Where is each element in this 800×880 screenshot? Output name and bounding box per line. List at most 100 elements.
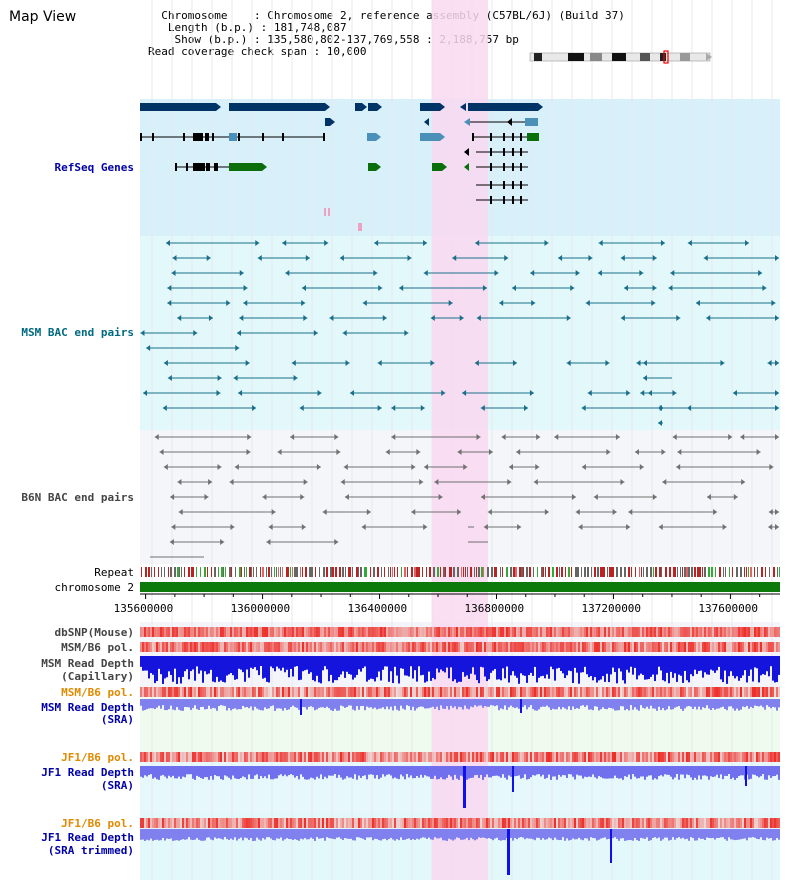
- pol-cell: [344, 642, 346, 652]
- pol-cell: [280, 687, 282, 697]
- pol-cell: [532, 642, 534, 652]
- pol-cell: [476, 687, 478, 697]
- refseq-genes-label[interactable]: RefSeq Genes: [54, 161, 134, 174]
- pol-cell: [394, 687, 396, 697]
- msm-b6-pol-label-2[interactable]: MSM/B6 pol.: [61, 686, 134, 699]
- repeat-element: [659, 567, 661, 577]
- pol-cell: [708, 752, 710, 762]
- pol-cell: [210, 687, 212, 697]
- depth-bar: [256, 766, 258, 775]
- pol-cell: [634, 627, 636, 637]
- depth-bar: [638, 829, 640, 841]
- depth-bar: [672, 766, 674, 780]
- bac-end-right: [651, 300, 656, 306]
- selection-highlight[interactable]: [432, 0, 488, 880]
- depth-bar: [574, 766, 576, 780]
- jf1-read-depth-label[interactable]: JF1 Read Depth: [41, 766, 134, 779]
- pol-cell: [324, 642, 326, 652]
- depth-bar: [496, 829, 498, 838]
- repeat-element: [290, 567, 291, 577]
- pol-cell: [494, 818, 496, 828]
- jf1-read-depth-trim-label[interactable]: JF1 Read Depth: [41, 831, 134, 844]
- depth-bar: [190, 829, 192, 840]
- pol-cell: [262, 752, 264, 762]
- repeat-element: [414, 567, 416, 577]
- bac-end-left: [768, 509, 773, 515]
- depth-bar: [330, 699, 332, 711]
- gene-arrow-left: [424, 118, 429, 126]
- pol-cell: [232, 752, 234, 762]
- pol-cell: [682, 627, 684, 637]
- depth-bar: [410, 766, 412, 776]
- depth-spike: [512, 766, 514, 792]
- pol-cell: [650, 687, 652, 697]
- depth-bar: [144, 656, 146, 671]
- pol-cell: [156, 818, 158, 828]
- pol-cell: [342, 642, 344, 652]
- pol-cell: [702, 642, 704, 652]
- pol-cell: [490, 687, 492, 697]
- pol-cell: [450, 818, 452, 828]
- pol-cell: [462, 642, 464, 652]
- pol-cell: [682, 818, 684, 828]
- pol-cell: [548, 642, 550, 652]
- pol-cell: [656, 627, 658, 637]
- depth-bar: [624, 766, 626, 777]
- depth-bar: [712, 656, 714, 671]
- depth-bar: [558, 699, 560, 707]
- pol-cell: [300, 752, 302, 762]
- msm-read-depth-cap-label[interactable]: MSM Read Depth: [41, 657, 134, 670]
- depth-bar: [476, 829, 478, 840]
- depth-bar: [742, 699, 744, 707]
- repeat-element: [465, 567, 466, 577]
- depth-bar: [546, 766, 548, 778]
- depth-bar: [386, 699, 388, 707]
- pol-cell: [274, 687, 276, 697]
- depth-bar: [216, 766, 218, 777]
- sra-label-1: (SRA): [100, 713, 134, 726]
- pol-cell: [604, 752, 606, 762]
- pol-cell: [292, 627, 294, 637]
- jf1-b6-pol-label-2[interactable]: JF1/B6 pol.: [61, 817, 134, 830]
- depth-bar: [410, 656, 412, 667]
- pol-cell: [354, 627, 356, 637]
- bac-end-left: [575, 509, 580, 515]
- depth-bar: [496, 699, 498, 706]
- pol-cell: [460, 687, 462, 697]
- pol-cell: [642, 818, 644, 828]
- depth-bar: [260, 766, 262, 776]
- pol-cell: [526, 818, 528, 828]
- pol-cell: [192, 752, 194, 762]
- pol-cell: [198, 642, 200, 652]
- depth-bar: [672, 829, 674, 838]
- dbsnp-label[interactable]: dbSNP(Mouse): [54, 626, 134, 639]
- msm-bac-label[interactable]: MSM BAC end pairs: [21, 326, 134, 339]
- depth-bar: [146, 656, 148, 671]
- depth-bar: [478, 656, 480, 684]
- depth-bar: [650, 829, 652, 841]
- msm-b6-pol-label-1[interactable]: MSM/B6 pol.: [61, 641, 134, 654]
- pol-cell: [586, 627, 588, 637]
- pol-cell: [690, 627, 692, 637]
- depth-bar: [440, 699, 442, 706]
- repeat-element: [655, 567, 657, 577]
- bac-end-left: [282, 240, 287, 246]
- chromosome-ideogram[interactable]: [529, 50, 712, 64]
- msm-read-depth-sra-label[interactable]: MSM Read Depth: [41, 701, 134, 714]
- pol-cell: [476, 627, 478, 637]
- depth-bar: [632, 699, 634, 710]
- jf1-b6-pol-label-1[interactable]: JF1/B6 pol.: [61, 751, 134, 764]
- pol-cell: [316, 687, 318, 697]
- depth-bar: [280, 766, 282, 775]
- b6n-bac-label[interactable]: B6N BAC end pairs: [21, 491, 134, 504]
- repeat-element: [719, 567, 721, 577]
- depth-bar: [762, 829, 764, 841]
- pol-cell: [738, 642, 740, 652]
- pol-cell: [590, 642, 592, 652]
- depth-bar: [358, 699, 360, 710]
- pol-cell: [326, 642, 328, 652]
- pol-cell: [402, 642, 404, 652]
- pol-cell: [756, 818, 758, 828]
- map-view-title: Map View: [9, 9, 77, 25]
- pol-cell: [298, 752, 300, 762]
